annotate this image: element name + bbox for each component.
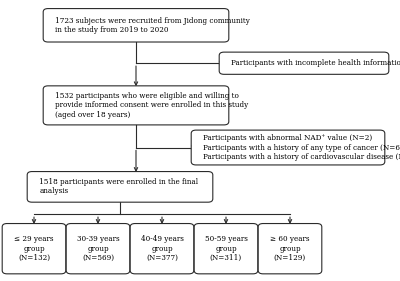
Text: Participants with incomplete health information (N=191): Participants with incomplete health info… <box>231 59 400 67</box>
Text: 1518 participants were enrolled in the final
analysis: 1518 participants were enrolled in the f… <box>39 178 198 196</box>
Text: 30-39 years
group
(N=569): 30-39 years group (N=569) <box>77 235 119 262</box>
FancyBboxPatch shape <box>191 130 385 165</box>
Text: 50-59 years
group
(N=311): 50-59 years group (N=311) <box>204 235 248 262</box>
FancyBboxPatch shape <box>43 86 229 125</box>
FancyBboxPatch shape <box>258 224 322 274</box>
FancyBboxPatch shape <box>2 224 66 274</box>
FancyBboxPatch shape <box>43 8 229 42</box>
FancyBboxPatch shape <box>130 224 194 274</box>
FancyBboxPatch shape <box>27 171 213 202</box>
FancyBboxPatch shape <box>194 224 258 274</box>
Text: 40-49 years
group
(N=377): 40-49 years group (N=377) <box>140 235 184 262</box>
Text: ≤ 29 years
group
(N=132): ≤ 29 years group (N=132) <box>14 235 54 262</box>
Text: ≥ 60 years
group
(N=129): ≥ 60 years group (N=129) <box>270 235 310 262</box>
FancyBboxPatch shape <box>66 224 130 274</box>
Text: 1723 subjects were recruited from Jidong community
in the study from 2019 to 202: 1723 subjects were recruited from Jidong… <box>55 17 250 34</box>
Text: Participants with abnormal NAD⁺ value (N=2)
Participants with a history of any t: Participants with abnormal NAD⁺ value (N… <box>203 134 400 161</box>
FancyBboxPatch shape <box>219 52 389 74</box>
Text: 1532 participants who were eligible and willing to
provide informed consent were: 1532 participants who were eligible and … <box>55 92 248 119</box>
